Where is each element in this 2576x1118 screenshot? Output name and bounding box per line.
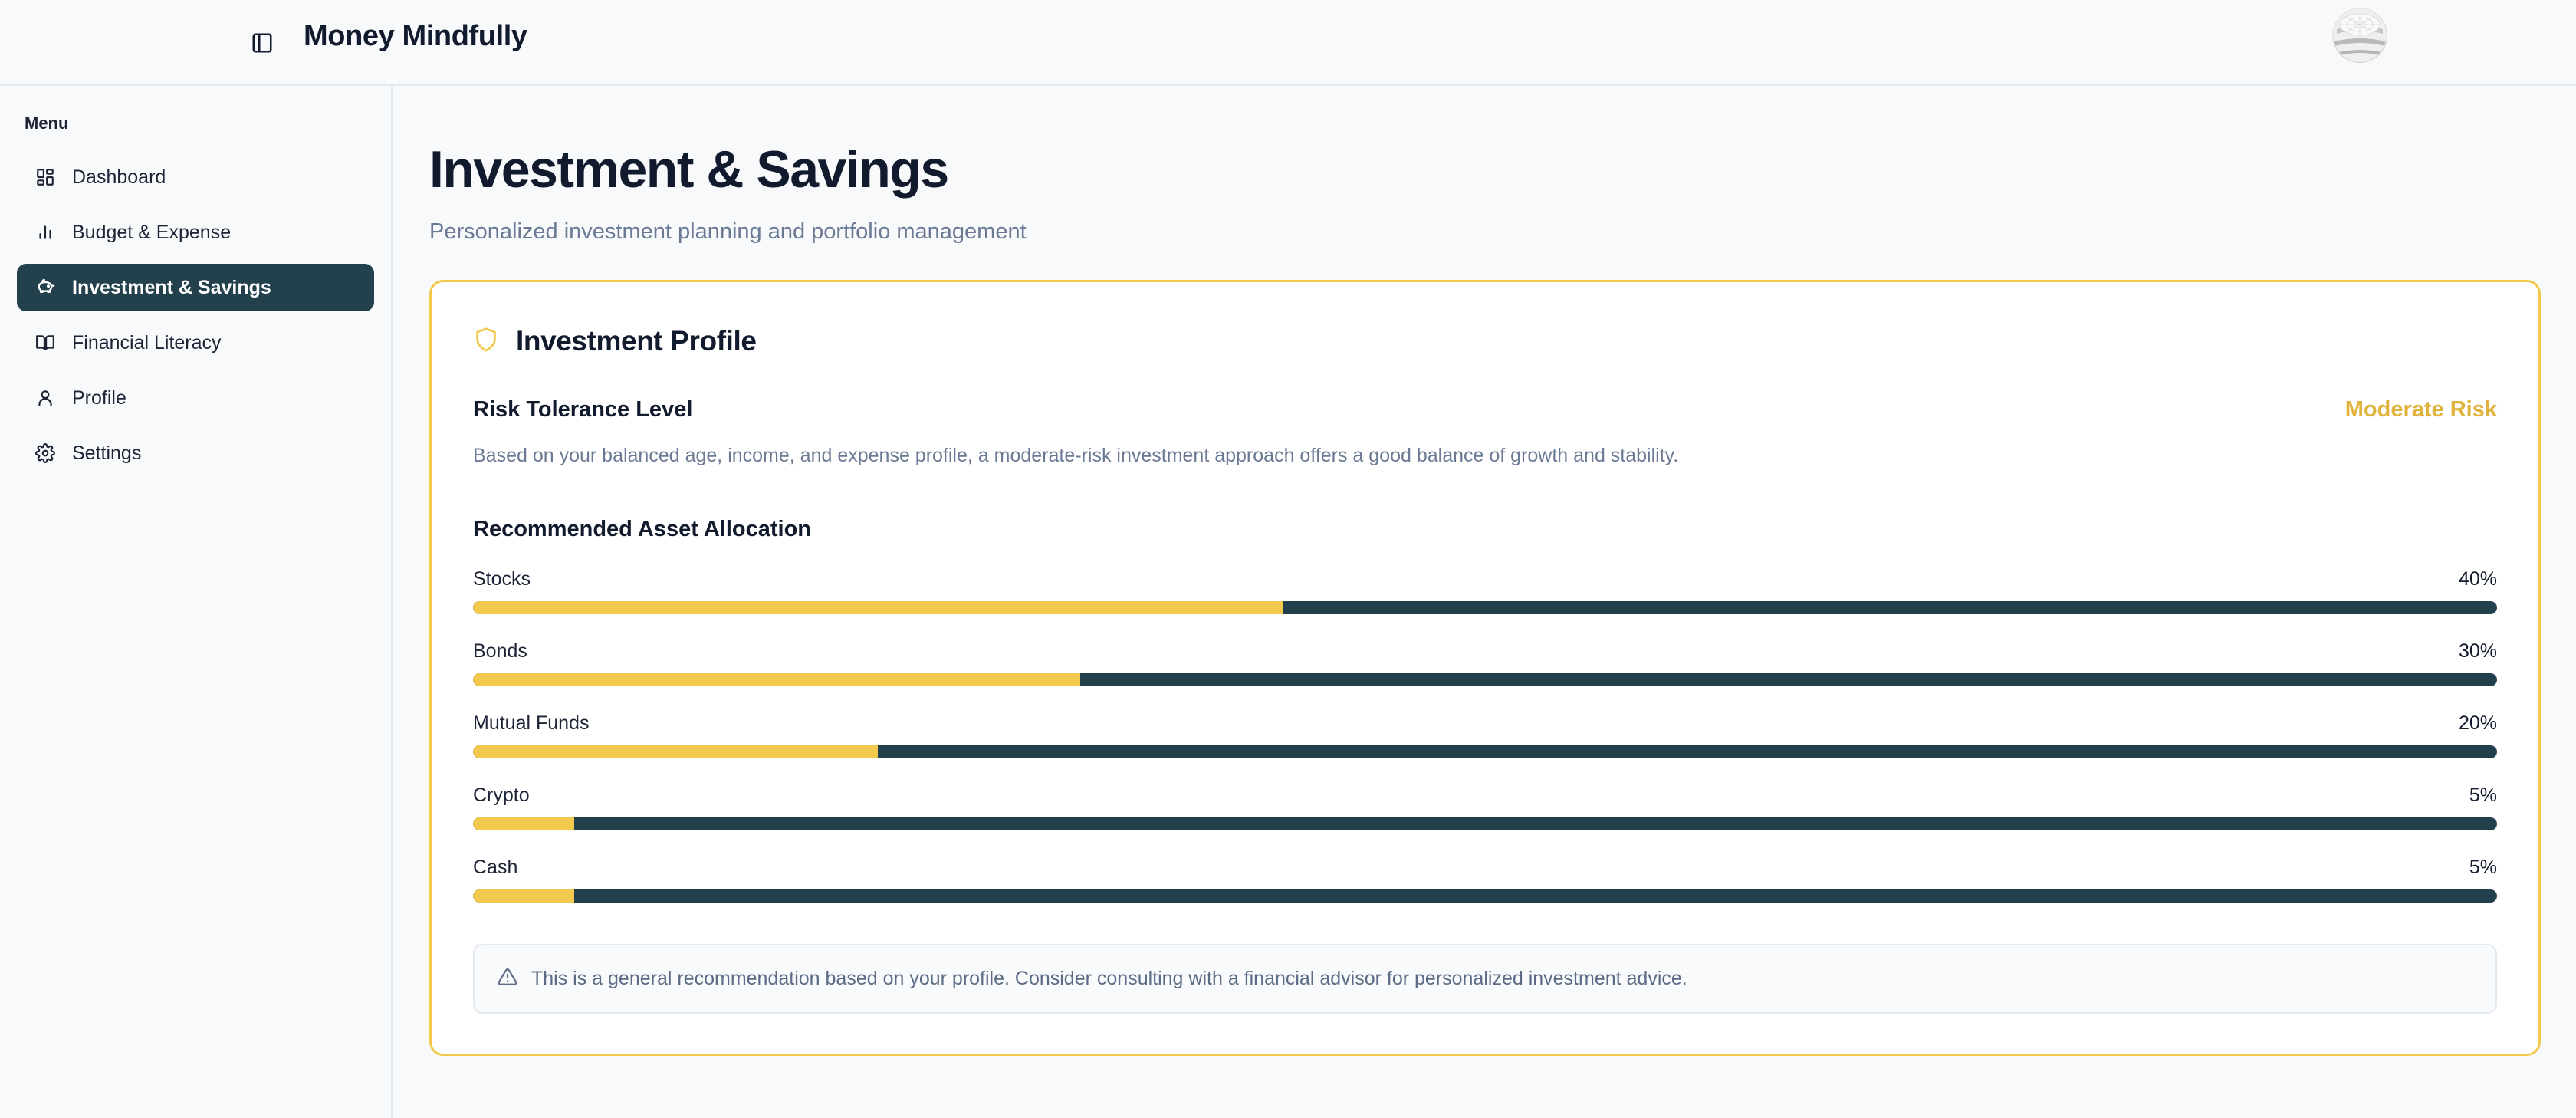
app-title: Money Mindfully — [304, 20, 527, 52]
allocation-value: 30% — [2458, 640, 2497, 662]
allocation-row: Stocks 40% — [473, 568, 2497, 614]
allocation-row: Bonds 30% — [473, 640, 2497, 686]
sidebar-item-label: Investment & Savings — [72, 276, 271, 298]
allocation-bar-fill — [473, 745, 878, 758]
user-icon — [34, 386, 57, 409]
disclaimer-notice: This is a general recommendation based o… — [473, 944, 2497, 1014]
allocation-value: 40% — [2458, 568, 2497, 590]
disclaimer-text: This is a general recommendation based o… — [531, 968, 1687, 989]
bar-chart-icon — [34, 221, 57, 244]
page-title: Investment & Savings — [429, 140, 949, 199]
piggy-bank-icon — [34, 276, 57, 299]
allocation-bar-fill — [473, 673, 1080, 686]
panel-left-icon[interactable] — [245, 26, 279, 60]
book-open-icon — [34, 331, 57, 354]
alert-triangle-icon — [498, 967, 518, 991]
sidebar-item-profile[interactable]: Profile — [17, 374, 374, 422]
main-content: Investment & Savings Personalized invest… — [393, 86, 2576, 1118]
allocation-row: Cash 5% — [473, 857, 2497, 903]
avatar[interactable] — [2332, 8, 2387, 63]
allocation-label: Stocks — [473, 568, 531, 590]
allocation-label: Crypto — [473, 784, 530, 806]
page-subtitle: Personalized investment planning and por… — [429, 219, 1027, 244]
sidebar-item-budget-expense[interactable]: Budget & Expense — [17, 209, 374, 256]
sidebar-item-label: Financial Literacy — [72, 331, 222, 353]
sidebar-item-label: Budget & Expense — [72, 221, 232, 243]
allocation-list: Stocks 40% Bonds 30% Mutual Funds — [473, 568, 2497, 903]
allocation-label: Bonds — [473, 640, 527, 662]
allocation-bar-track — [473, 889, 2497, 903]
sidebar-item-investment-savings[interactable]: Investment & Savings — [17, 264, 374, 311]
allocation-bar-track — [473, 817, 2497, 830]
layout-dashboard-icon — [34, 166, 57, 189]
risk-tolerance-row: Risk Tolerance Level Moderate Risk — [473, 397, 2497, 423]
sidebar-item-label: Dashboard — [72, 166, 166, 188]
card-header: Investment Profile — [473, 325, 2497, 357]
sidebar-item-financial-literacy[interactable]: Financial Literacy — [17, 319, 374, 367]
risk-level-badge: Moderate Risk — [2344, 397, 2497, 422]
allocation-bar-track — [473, 601, 2497, 614]
risk-tolerance-title: Risk Tolerance Level — [473, 397, 693, 422]
allocation-bar-track — [473, 673, 2497, 686]
gear-icon — [34, 442, 57, 465]
sidebar: Menu Dashboard Budget & Expense Inv — [0, 86, 393, 1118]
allocation-bar-fill — [473, 889, 574, 903]
allocation-bar-fill — [473, 601, 1283, 614]
allocation-value: 5% — [2469, 784, 2497, 806]
allocation-value: 5% — [2469, 857, 2497, 878]
sidebar-item-label: Settings — [72, 442, 142, 464]
allocation-bar-track — [473, 745, 2497, 758]
allocation-row: Crypto 5% — [473, 784, 2497, 830]
investment-profile-card: Investment Profile Risk Tolerance Level … — [429, 280, 2541, 1056]
allocation-row: Mutual Funds 20% — [473, 712, 2497, 758]
sidebar-item-label: Profile — [72, 386, 127, 409]
allocation-bar-fill — [473, 817, 574, 830]
shield-icon — [473, 327, 499, 357]
risk-description: Based on your balanced age, income, and … — [473, 445, 1679, 466]
sidebar-item-settings[interactable]: Settings — [17, 429, 374, 477]
menu-label: Menu — [25, 113, 69, 133]
allocation-value: 20% — [2458, 712, 2497, 734]
sidebar-item-dashboard[interactable]: Dashboard — [17, 153, 374, 201]
top-bar: Money Mindfully — [0, 0, 2576, 86]
allocation-label: Cash — [473, 857, 518, 878]
allocation-title: Recommended Asset Allocation — [473, 517, 812, 541]
allocation-label: Mutual Funds — [473, 712, 590, 734]
card-title: Investment Profile — [516, 325, 757, 357]
